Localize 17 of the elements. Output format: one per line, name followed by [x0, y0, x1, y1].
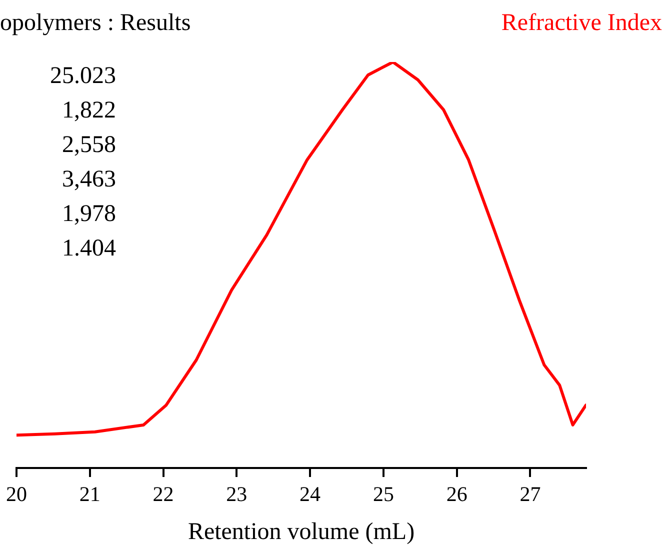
text: Refractive Index — [501, 10, 662, 36]
annotation: 1,978 — [62, 201, 116, 227]
x-axis-title: Retention volume (mL) — [188, 518, 415, 545]
chart-title: opolymers : Results — [0, 10, 191, 36]
annotation: 1.404 — [62, 236, 116, 262]
x-tick-label: 24 — [300, 482, 322, 506]
x-tick-label: 25 — [372, 482, 394, 506]
x-tick-label: 20 — [6, 482, 27, 506]
x-tick-label: 22 — [152, 482, 174, 506]
x-tick-label: 23 — [226, 482, 248, 506]
annotation: 2,558 — [62, 132, 116, 158]
x-tick-label: 26 — [446, 482, 468, 506]
x-tick-label: 21 — [79, 482, 100, 506]
annotation: 25.023 — [50, 63, 116, 89]
annotation: 3,463 — [62, 166, 116, 192]
x-tick-label: 27 — [520, 482, 541, 506]
annotation: 1,822 — [62, 98, 116, 124]
